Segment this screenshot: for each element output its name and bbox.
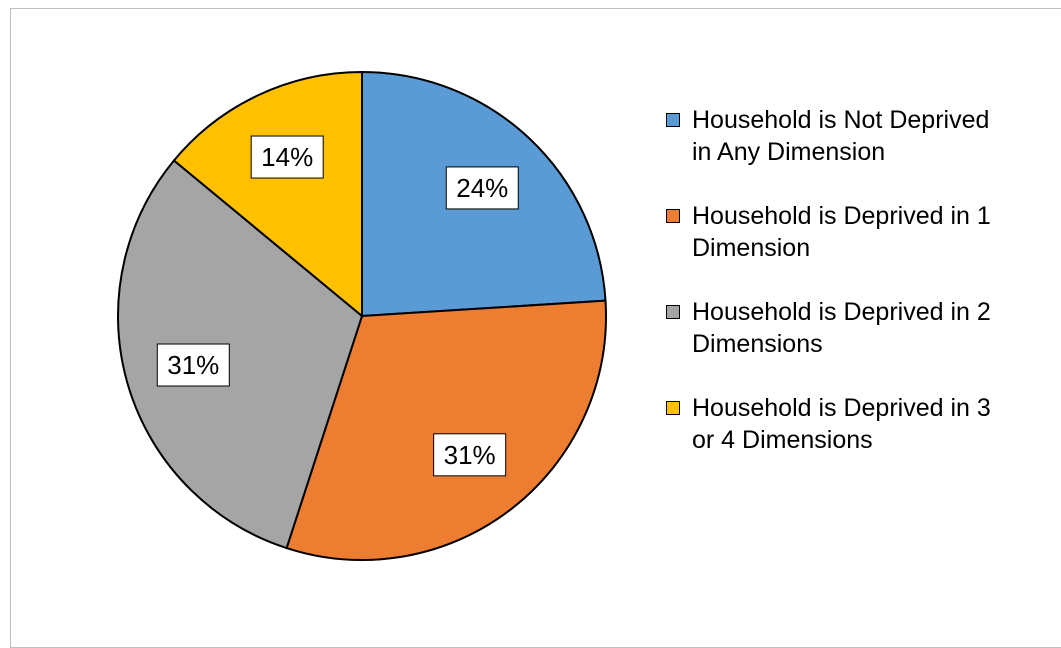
svg-text:24%: 24%	[456, 173, 508, 203]
data-label-1: 24%	[445, 166, 519, 210]
legend: Household is Not Deprived in Any Dimensio…	[666, 104, 1061, 488]
pie-slice-4	[172, 70, 363, 319]
svg-text:14%: 14%	[261, 142, 313, 172]
data-label-3: 31%	[156, 343, 230, 387]
svg-text:31%: 31%	[444, 440, 496, 470]
legend-label-4-line-2: or 4 Dimensions	[692, 426, 873, 454]
data-label-2: 31%	[433, 433, 507, 477]
legend-item-2: Household is Deprived in 1 Dimension	[666, 200, 1061, 264]
legend-label-2-line-2: Dimension	[692, 234, 811, 262]
legend-label-3-line-1: Household is Deprived in 2	[692, 298, 991, 326]
legend-item-3: Household is Deprived in 2 Dimensions	[666, 296, 1061, 360]
legend-label-1-line-2: in Any Dimension	[692, 138, 886, 166]
legend-swatch-4	[666, 401, 680, 415]
legend-swatch-2	[666, 209, 680, 223]
legend-label-3-line-2: Dimensions	[692, 330, 823, 358]
legend-swatch-3	[666, 305, 680, 319]
pie-slice-2	[285, 299, 607, 561]
pie-chart: 24% 31% 31% 14%	[117, 70, 607, 561]
legend-label-4-line-1: Household is Deprived in 3	[692, 394, 991, 422]
legend-swatch-1	[666, 113, 680, 127]
legend-item-4: Household is Deprived in 3 or 4 Dimension…	[666, 392, 1061, 456]
pie-slice-3	[117, 159, 364, 550]
data-label-4: 14%	[250, 135, 324, 179]
svg-text:31%: 31%	[167, 350, 219, 380]
legend-label-2-line-1: Household is Deprived in 1	[692, 202, 991, 230]
legend-label-1-line-1: Household is Not Deprived	[692, 106, 990, 134]
legend-item-1: Household is Not Deprived in Any Dimensio…	[666, 104, 1061, 168]
